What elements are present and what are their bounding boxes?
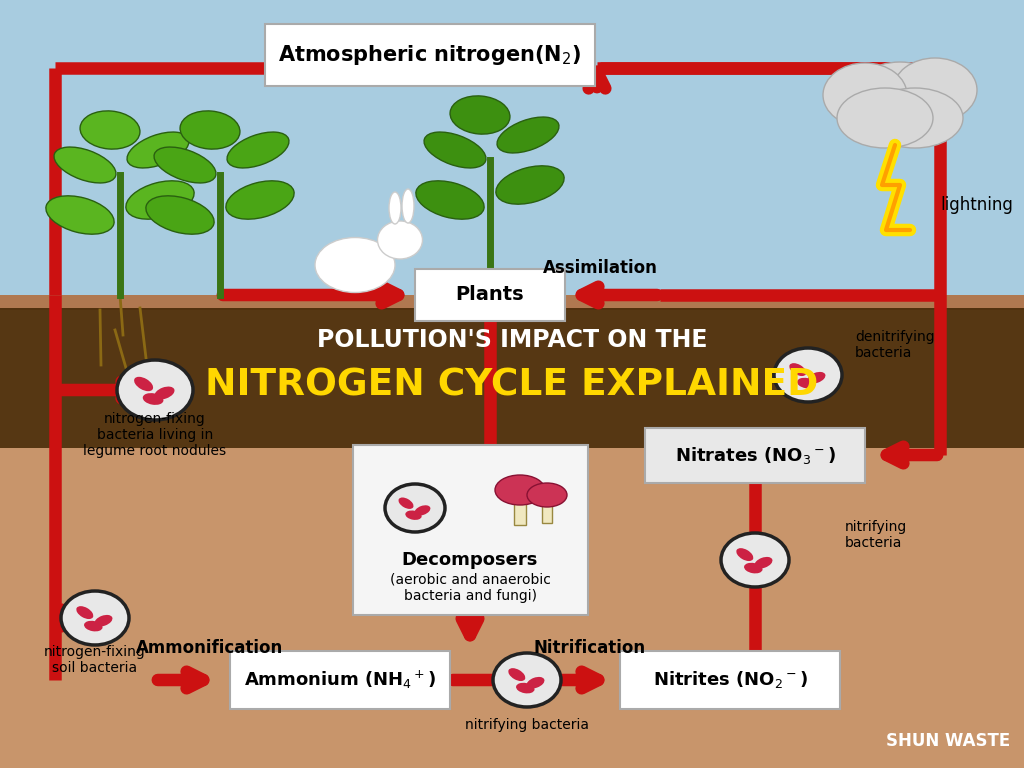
FancyBboxPatch shape xyxy=(620,651,840,709)
Text: lightning: lightning xyxy=(940,196,1013,214)
Ellipse shape xyxy=(54,147,116,183)
Text: Plants: Plants xyxy=(456,286,524,304)
Ellipse shape xyxy=(415,505,430,515)
Ellipse shape xyxy=(94,615,113,627)
Ellipse shape xyxy=(495,475,545,505)
Bar xyxy=(0,295,1024,325)
FancyBboxPatch shape xyxy=(265,24,595,86)
Ellipse shape xyxy=(142,393,164,405)
Text: Nitrification: Nitrification xyxy=(534,639,646,657)
Ellipse shape xyxy=(526,677,545,688)
Text: Assimilation: Assimilation xyxy=(543,259,657,277)
Text: POLLUTION'S IMPACT ON THE: POLLUTION'S IMPACT ON THE xyxy=(316,328,708,352)
Ellipse shape xyxy=(850,62,950,138)
Ellipse shape xyxy=(867,88,963,148)
Text: Nitrates (NO$_3$$^-$): Nitrates (NO$_3$$^-$) xyxy=(675,445,836,465)
Ellipse shape xyxy=(516,683,535,694)
Ellipse shape xyxy=(80,111,140,149)
Ellipse shape xyxy=(424,132,486,168)
Ellipse shape xyxy=(493,653,561,707)
Ellipse shape xyxy=(837,88,933,148)
Ellipse shape xyxy=(496,166,564,204)
Ellipse shape xyxy=(406,511,422,520)
Ellipse shape xyxy=(497,117,559,153)
FancyBboxPatch shape xyxy=(415,269,565,321)
Ellipse shape xyxy=(508,668,525,681)
Ellipse shape xyxy=(180,111,240,149)
Ellipse shape xyxy=(134,377,154,391)
Ellipse shape xyxy=(790,363,806,376)
Text: NITROGEN CYCLE EXPLAINED: NITROGEN CYCLE EXPLAINED xyxy=(206,367,818,403)
Ellipse shape xyxy=(227,132,289,168)
Ellipse shape xyxy=(721,533,790,587)
Ellipse shape xyxy=(126,180,195,219)
Ellipse shape xyxy=(893,58,977,122)
Bar xyxy=(0,310,1024,768)
Ellipse shape xyxy=(315,237,395,293)
FancyBboxPatch shape xyxy=(645,428,865,482)
Ellipse shape xyxy=(402,189,414,223)
Ellipse shape xyxy=(416,180,484,219)
Ellipse shape xyxy=(385,484,445,532)
FancyBboxPatch shape xyxy=(352,445,588,615)
Ellipse shape xyxy=(398,498,414,509)
Ellipse shape xyxy=(797,378,815,389)
Text: nitrogen-fixing
bacteria living in
legume root nodules: nitrogen-fixing bacteria living in legum… xyxy=(83,412,226,458)
Text: Ammonification: Ammonification xyxy=(136,639,284,657)
Text: nitrifying bacteria: nitrifying bacteria xyxy=(465,718,589,732)
Ellipse shape xyxy=(823,63,907,127)
Text: SHUN WASTE: SHUN WASTE xyxy=(886,732,1010,750)
Text: denitrifying
bacteria: denitrifying bacteria xyxy=(855,330,935,360)
Ellipse shape xyxy=(774,348,842,402)
Text: Nitrites (NO$_2$$^-$): Nitrites (NO$_2$$^-$) xyxy=(652,670,808,690)
Ellipse shape xyxy=(527,483,567,507)
Ellipse shape xyxy=(117,360,193,420)
Bar xyxy=(542,495,552,523)
Ellipse shape xyxy=(378,221,423,259)
Ellipse shape xyxy=(389,192,401,224)
Ellipse shape xyxy=(755,557,772,568)
Bar xyxy=(514,490,526,525)
Ellipse shape xyxy=(744,563,763,574)
Ellipse shape xyxy=(127,132,189,168)
Ellipse shape xyxy=(155,386,174,399)
FancyBboxPatch shape xyxy=(230,651,450,709)
Text: (aerobic and anaerobic
bacteria and fungi): (aerobic and anaerobic bacteria and fung… xyxy=(389,573,551,603)
Ellipse shape xyxy=(226,180,294,219)
Ellipse shape xyxy=(736,548,754,561)
Ellipse shape xyxy=(84,621,102,631)
Ellipse shape xyxy=(46,196,114,234)
Ellipse shape xyxy=(145,196,214,234)
Text: Decomposers: Decomposers xyxy=(401,551,539,569)
Ellipse shape xyxy=(808,372,825,383)
Ellipse shape xyxy=(451,96,510,134)
Ellipse shape xyxy=(77,606,93,619)
Bar xyxy=(0,308,1024,448)
Bar xyxy=(0,0,1024,310)
Text: Atmospheric nitrogen(N$_2$): Atmospheric nitrogen(N$_2$) xyxy=(279,43,582,67)
Text: nitrogen-fixing
soil bacteria: nitrogen-fixing soil bacteria xyxy=(44,645,145,675)
Ellipse shape xyxy=(154,147,216,183)
Text: nitrifying
bacteria: nitrifying bacteria xyxy=(845,520,907,550)
Ellipse shape xyxy=(61,591,129,645)
Text: Ammonium (NH$_4$$^+$): Ammonium (NH$_4$$^+$) xyxy=(244,669,436,691)
